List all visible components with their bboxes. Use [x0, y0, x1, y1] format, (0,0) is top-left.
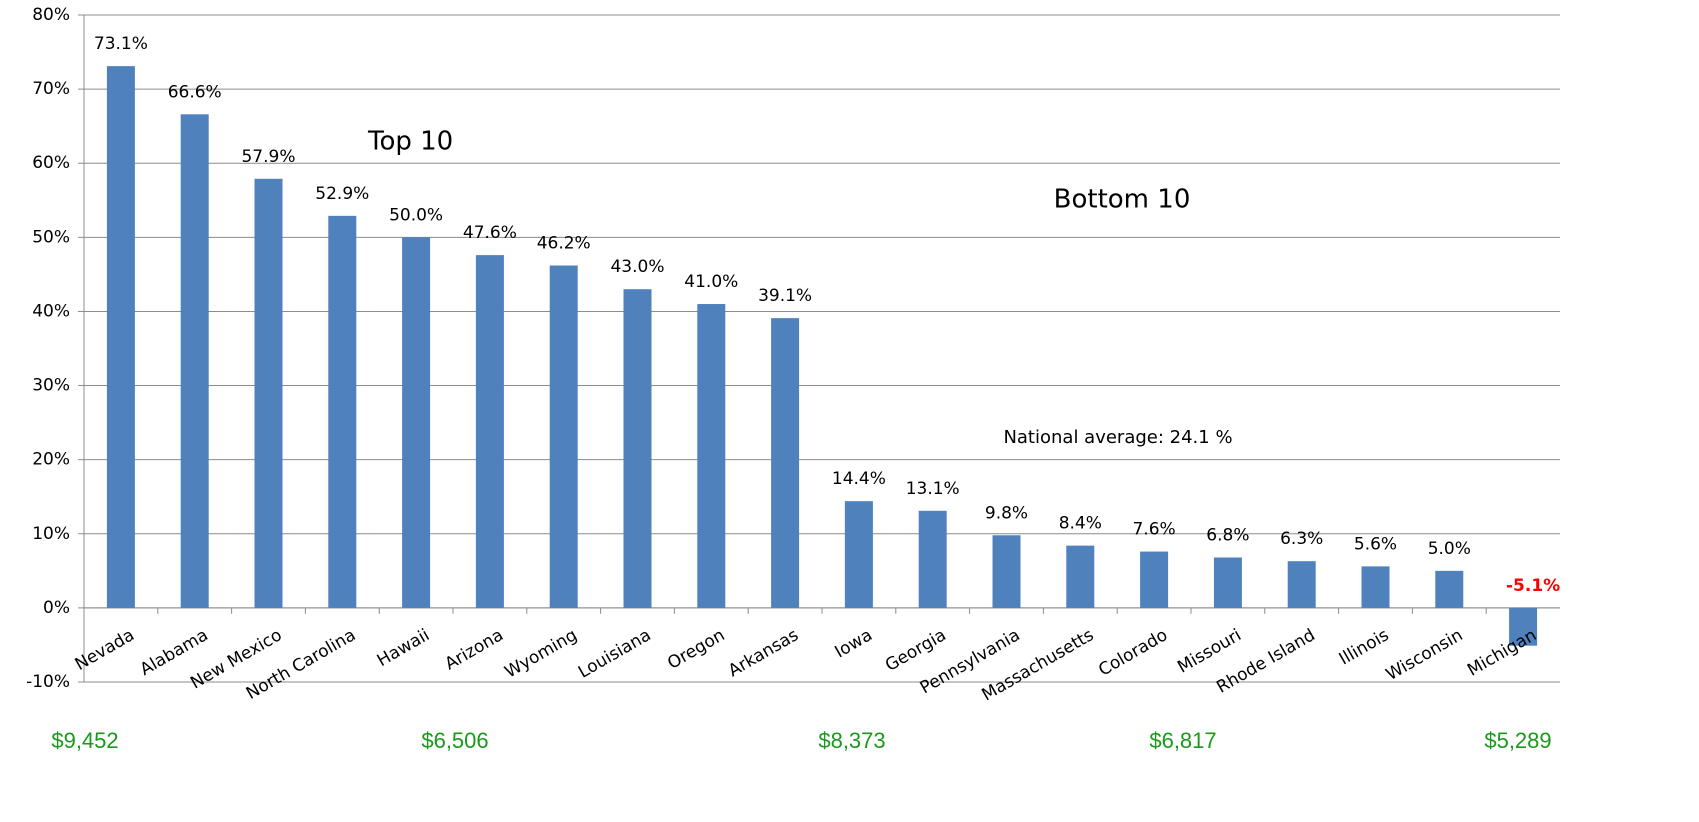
x-tick-label: Colorado — [1095, 625, 1171, 680]
value-label: 8.4% — [1059, 514, 1102, 534]
x-tick-label: Oregon — [664, 625, 728, 674]
y-tick-label: 40% — [32, 301, 70, 321]
y-tick-label: 20% — [32, 450, 70, 470]
annotation: Top 10 — [367, 127, 453, 157]
x-tick-label: Iowa — [831, 625, 875, 662]
y-tick-label: 80% — [32, 5, 70, 25]
bar — [918, 510, 947, 608]
x-tick-label: Nevada — [72, 625, 138, 675]
bar — [623, 289, 652, 608]
value-label: 39.1% — [758, 286, 812, 306]
x-tick-label: Wyoming — [502, 625, 581, 682]
y-tick-label: 70% — [32, 79, 70, 99]
value-label: 47.6% — [463, 223, 517, 243]
dollar-label: $6,817 — [1149, 728, 1216, 753]
y-tick-label: 50% — [32, 227, 70, 247]
bar — [549, 265, 578, 608]
y-tick-label: 10% — [32, 524, 70, 544]
y-tick-label: 0% — [43, 598, 70, 618]
bar — [1435, 570, 1464, 608]
value-label: 57.9% — [241, 147, 295, 167]
bar — [475, 255, 504, 608]
annotation: Bottom 10 — [1054, 185, 1191, 215]
dollar-label: $9,452 — [51, 728, 118, 753]
value-label: 14.4% — [832, 469, 886, 489]
value-label: 50.0% — [389, 205, 443, 225]
bar — [402, 237, 431, 608]
value-label: 5.0% — [1428, 539, 1471, 559]
value-label: 73.1% — [94, 34, 148, 54]
annotation: National average: 24.1 % — [1003, 427, 1232, 448]
bar — [1213, 557, 1242, 608]
bar — [1509, 607, 1538, 646]
bar — [254, 178, 283, 608]
x-tick-label: Illinois — [1336, 625, 1393, 669]
value-label: 9.8% — [985, 503, 1028, 523]
bar — [844, 501, 873, 608]
value-label: 66.6% — [168, 82, 222, 102]
value-label: 5.6% — [1354, 534, 1397, 554]
bar — [1140, 551, 1169, 608]
value-label: 6.3% — [1280, 529, 1323, 549]
value-label: 41.0% — [684, 272, 738, 292]
bar — [180, 114, 209, 608]
dollar-label: $8,373 — [818, 728, 885, 753]
bar — [992, 535, 1021, 608]
x-tick-label: Arkansas — [725, 625, 802, 681]
value-label: 43.0% — [610, 257, 664, 277]
y-tick-label: -10% — [26, 672, 70, 692]
bar — [106, 66, 135, 608]
y-tick-label: 30% — [32, 376, 70, 396]
x-tick-label: Louisiana — [575, 625, 655, 682]
x-tick-label: Hawaii — [374, 625, 433, 671]
bar — [1361, 566, 1390, 608]
value-label: 7.6% — [1132, 520, 1175, 540]
value-label: 6.8% — [1206, 525, 1249, 545]
x-tick-label: Wisconsin — [1383, 625, 1467, 685]
bar — [771, 318, 800, 608]
value-label: 13.1% — [906, 479, 960, 499]
bar — [328, 215, 357, 608]
bar — [1287, 561, 1316, 608]
x-tick-label: Arizona — [442, 625, 507, 674]
dollar-label: $6,506 — [421, 728, 488, 753]
dollar-label: $5,289 — [1484, 728, 1551, 753]
value-label: 46.2% — [537, 233, 591, 253]
x-tick-label: Michigan — [1464, 625, 1540, 680]
bar — [697, 304, 726, 608]
value-label: -5.1% — [1506, 576, 1560, 596]
value-label: 52.9% — [315, 184, 369, 204]
y-tick-label: 60% — [32, 153, 70, 173]
bar — [1066, 545, 1095, 608]
